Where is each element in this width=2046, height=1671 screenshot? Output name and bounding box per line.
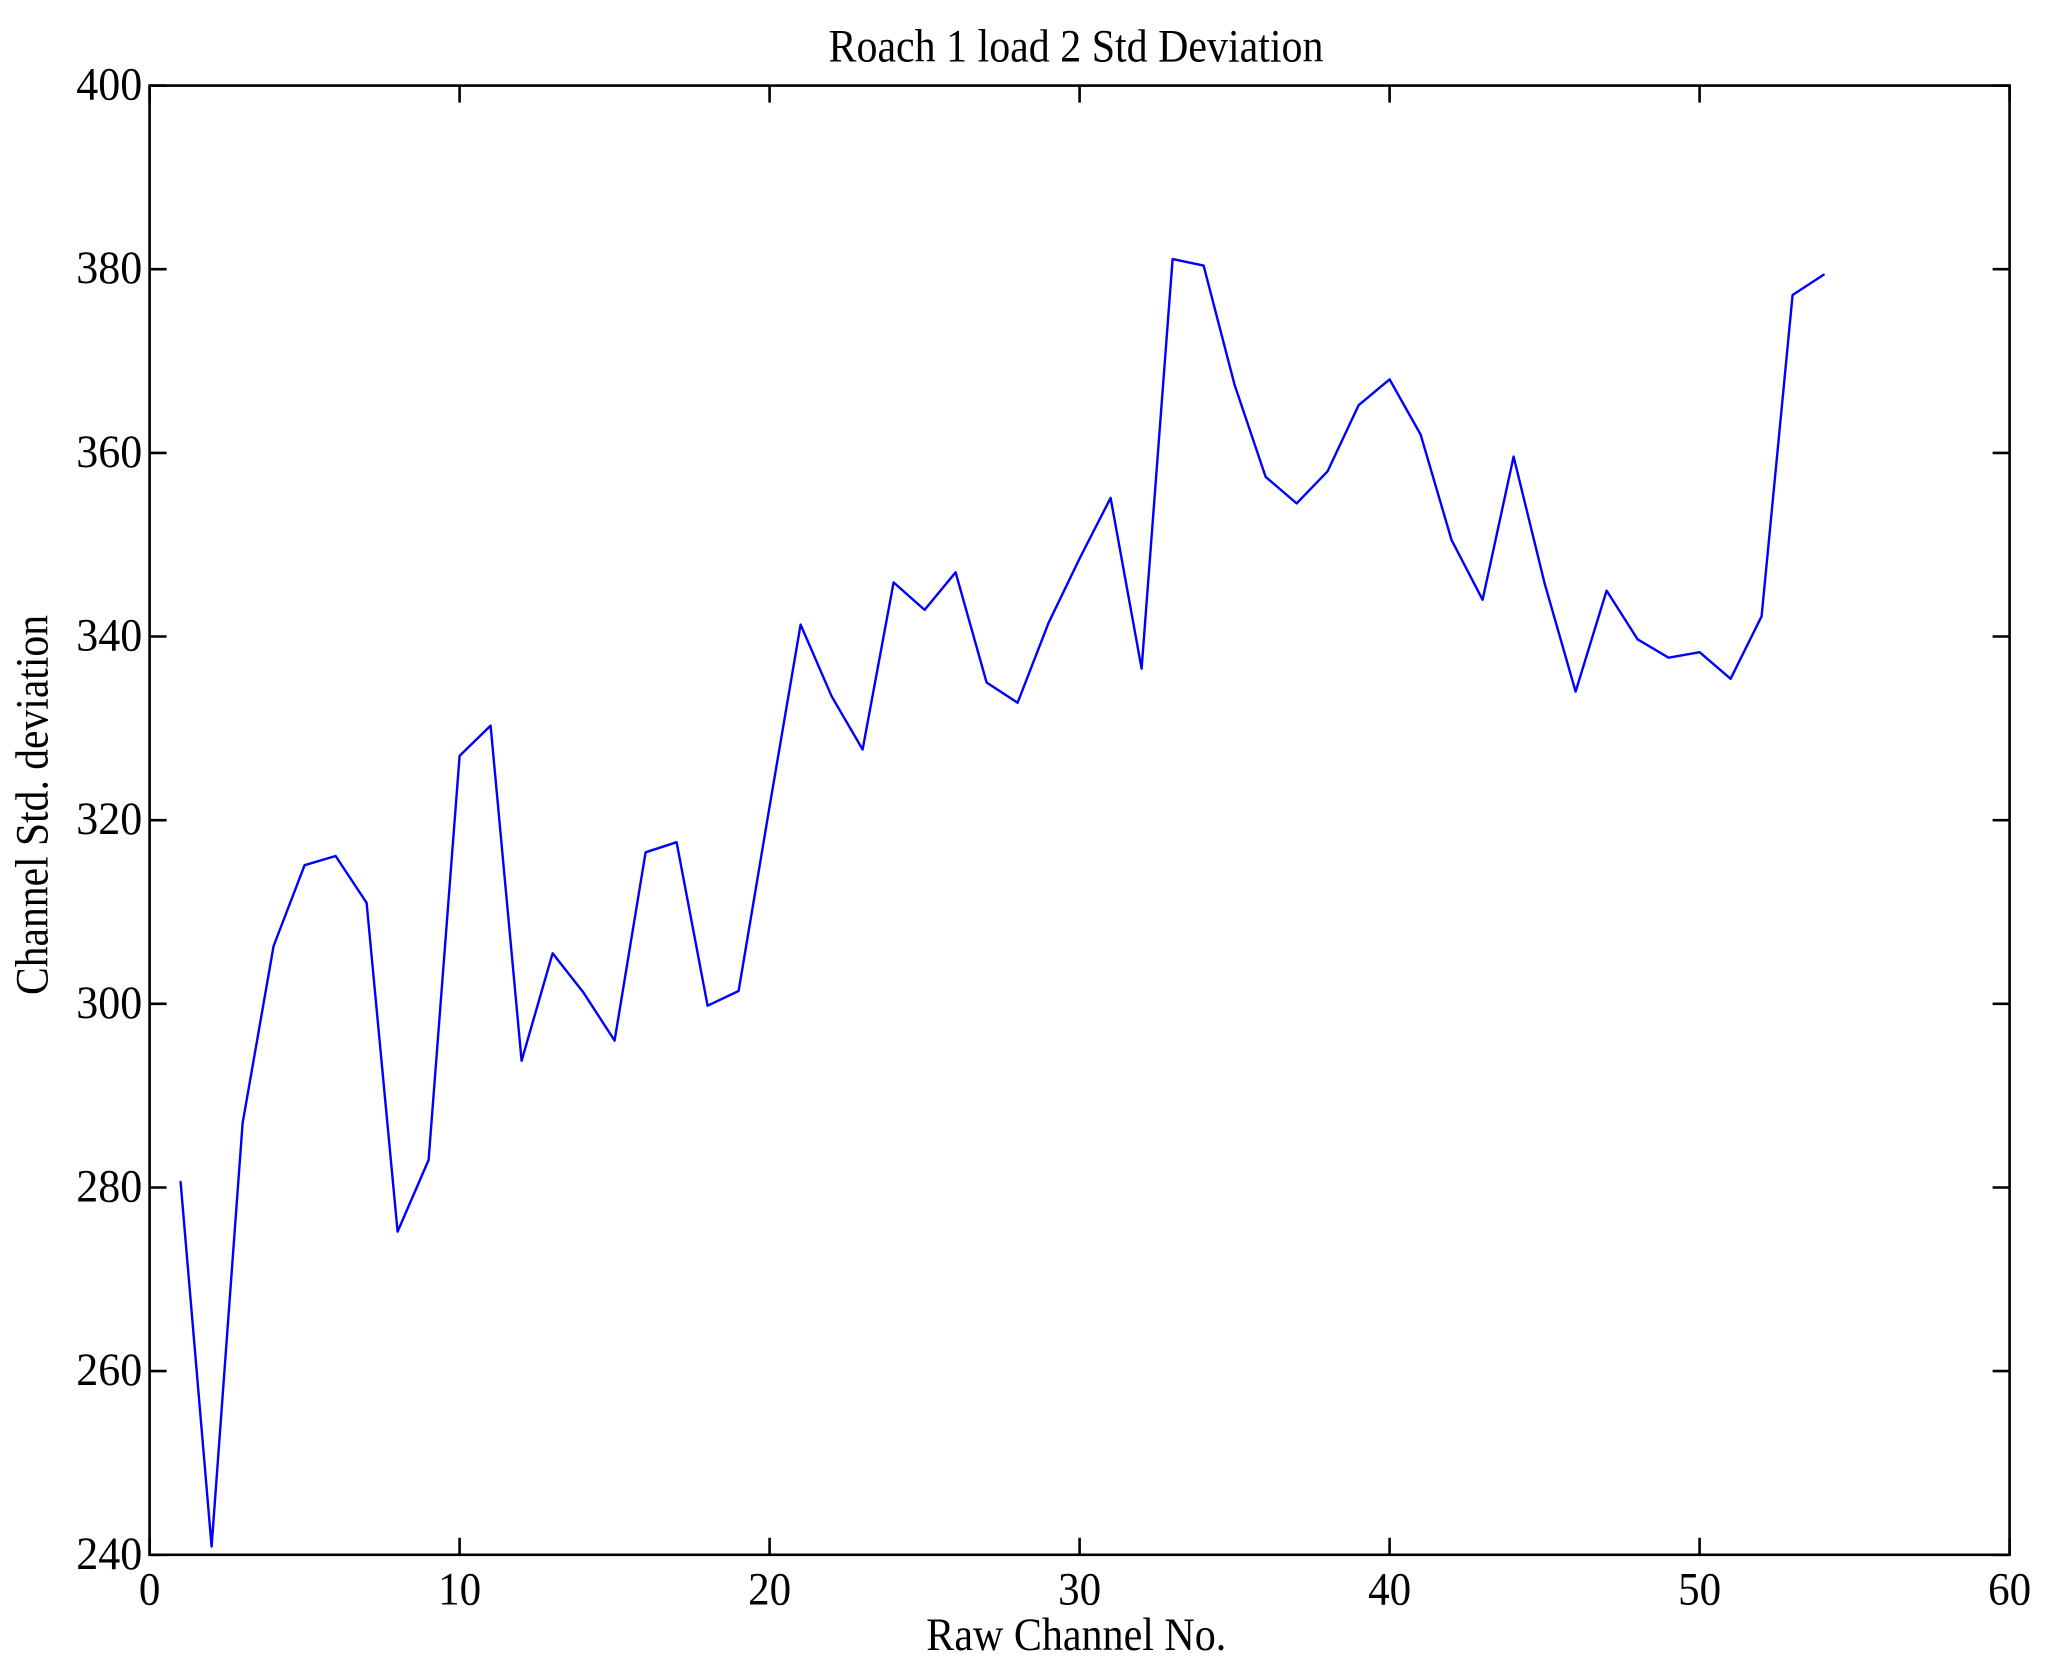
svg-text:10: 10 <box>438 1564 481 1616</box>
svg-text:30: 30 <box>1058 1564 1101 1616</box>
svg-text:360: 360 <box>76 426 142 478</box>
svg-text:20: 20 <box>748 1564 791 1616</box>
svg-text:50: 50 <box>1678 1564 1721 1616</box>
svg-text:380: 380 <box>76 242 142 294</box>
svg-text:Channel Std. deviation: Channel Std. deviation <box>7 615 59 995</box>
svg-text:Raw Channel No.: Raw Channel No. <box>926 1609 1226 1661</box>
svg-text:300: 300 <box>76 977 142 1029</box>
svg-text:60: 60 <box>1988 1564 2031 1616</box>
svg-text:320: 320 <box>76 793 142 845</box>
svg-text:260: 260 <box>76 1344 142 1396</box>
svg-text:400: 400 <box>76 59 142 111</box>
svg-text:280: 280 <box>76 1161 142 1213</box>
svg-text:240: 240 <box>76 1528 142 1580</box>
svg-text:40: 40 <box>1368 1564 1411 1616</box>
svg-text:0: 0 <box>139 1564 161 1616</box>
svg-text:340: 340 <box>76 610 142 662</box>
svg-text:Roach 1 load 2 Std Deviation: Roach 1 load 2 Std Deviation <box>829 20 1324 72</box>
